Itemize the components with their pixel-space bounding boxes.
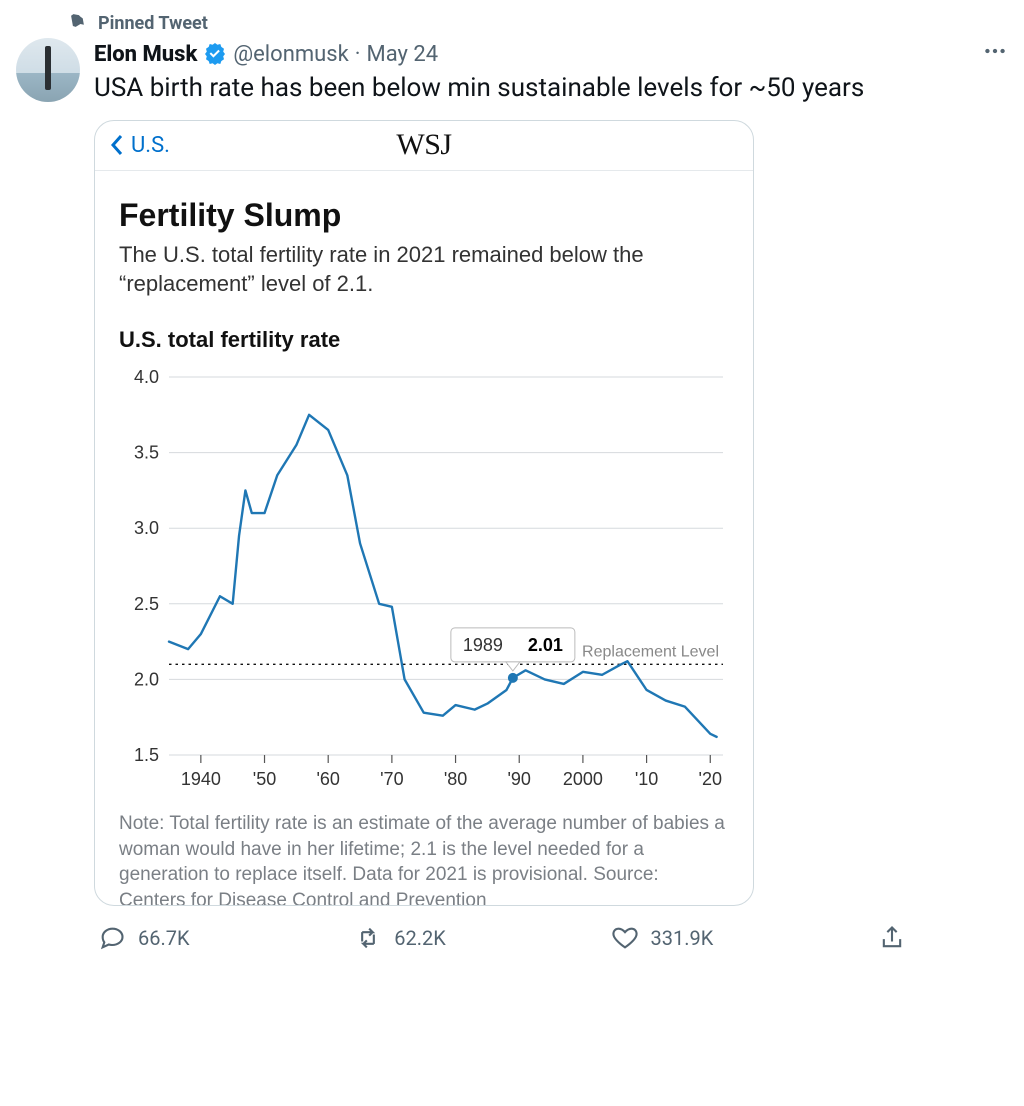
more-horizontal-icon: [982, 38, 1008, 64]
back-button[interactable]: U.S.: [109, 133, 170, 158]
svg-text:'10: '10: [635, 769, 658, 789]
svg-text:'70: '70: [380, 769, 403, 789]
svg-text:1989: 1989: [463, 635, 503, 655]
svg-text:'60: '60: [316, 769, 339, 789]
chart-note: Note: Total fertility rate is an estimat…: [95, 799, 753, 905]
embedded-card[interactable]: U.S. WSJ Fertility Slump The U.S. total …: [94, 120, 754, 906]
line-chart-svg: 4.0 3.5 3.0 2.5 2.0 1.5 1940 '50 '60 '70 '80 '90 200…: [119, 369, 731, 799]
retweet-count: 62.2K: [394, 926, 446, 950]
svg-text:3.5: 3.5: [134, 443, 159, 463]
heart-icon: [611, 924, 639, 952]
card-body: Fertility Slump The U.S. total fertility…: [95, 171, 753, 799]
svg-text:3.0: 3.0: [134, 518, 159, 538]
svg-text:'50: '50: [253, 769, 276, 789]
tweet-body: Elon Musk @elonmusk · May 24 USA birth r…: [16, 38, 1008, 906]
svg-text:1940: 1940: [181, 769, 221, 789]
chart-description: The U.S. total fertility rate in 2021 re…: [119, 240, 729, 299]
like-button[interactable]: 331.9K: [611, 924, 714, 952]
chevron-left-icon: [109, 133, 125, 157]
share-icon: [878, 924, 906, 952]
action-bar: 66.7K 62.2K 331.9K: [16, 906, 916, 970]
card-header: U.S. WSJ: [95, 121, 753, 171]
chart-title: Fertility Slump: [119, 197, 729, 234]
retweet-icon: [354, 924, 382, 952]
svg-text:2.0: 2.0: [134, 670, 159, 690]
pinned-label: Pinned Tweet: [98, 13, 208, 34]
chart-subtitle: U.S. total fertility rate: [119, 327, 729, 353]
svg-text:2.01: 2.01: [528, 635, 563, 655]
back-label: U.S.: [131, 133, 170, 158]
avatar[interactable]: [16, 38, 80, 102]
svg-text:'90: '90: [507, 769, 530, 789]
share-button[interactable]: [878, 924, 906, 952]
publisher-logo: WSJ: [396, 128, 451, 162]
retweet-button[interactable]: 62.2K: [354, 924, 446, 952]
user-handle[interactable]: @elonmusk: [233, 42, 348, 67]
svg-text:2000: 2000: [563, 769, 603, 789]
like-count: 331.9K: [651, 926, 714, 950]
svg-text:Replacement Level: Replacement Level: [582, 643, 719, 660]
svg-text:1.5: 1.5: [134, 745, 159, 765]
reply-icon: [98, 924, 126, 952]
tweet-date[interactable]: May 24: [367, 42, 439, 67]
separator-dot: ·: [355, 42, 361, 67]
display-name[interactable]: Elon Musk: [94, 42, 197, 67]
pin-icon: [64, 12, 86, 34]
svg-text:2.5: 2.5: [134, 594, 159, 614]
verified-badge-icon: [203, 42, 227, 66]
chart: 4.0 3.5 3.0 2.5 2.0 1.5 1940 '50 '60 '70 '80 '90 200…: [119, 369, 729, 799]
svg-text:'80: '80: [444, 769, 467, 789]
tweet-header: Elon Musk @elonmusk · May 24: [94, 38, 1008, 70]
tweet-container: Pinned Tweet Elon Musk @elonmusk · May 2…: [0, 0, 1024, 970]
tweet-main: Elon Musk @elonmusk · May 24 USA birth r…: [94, 38, 1008, 906]
more-button[interactable]: [982, 38, 1008, 70]
pinned-indicator: Pinned Tweet: [64, 12, 1008, 34]
reply-button[interactable]: 66.7K: [98, 924, 190, 952]
svg-text:'20: '20: [699, 769, 722, 789]
reply-count: 66.7K: [138, 926, 190, 950]
tweet-text: USA birth rate has been below min sustai…: [94, 72, 1008, 106]
svg-text:4.0: 4.0: [134, 369, 159, 387]
